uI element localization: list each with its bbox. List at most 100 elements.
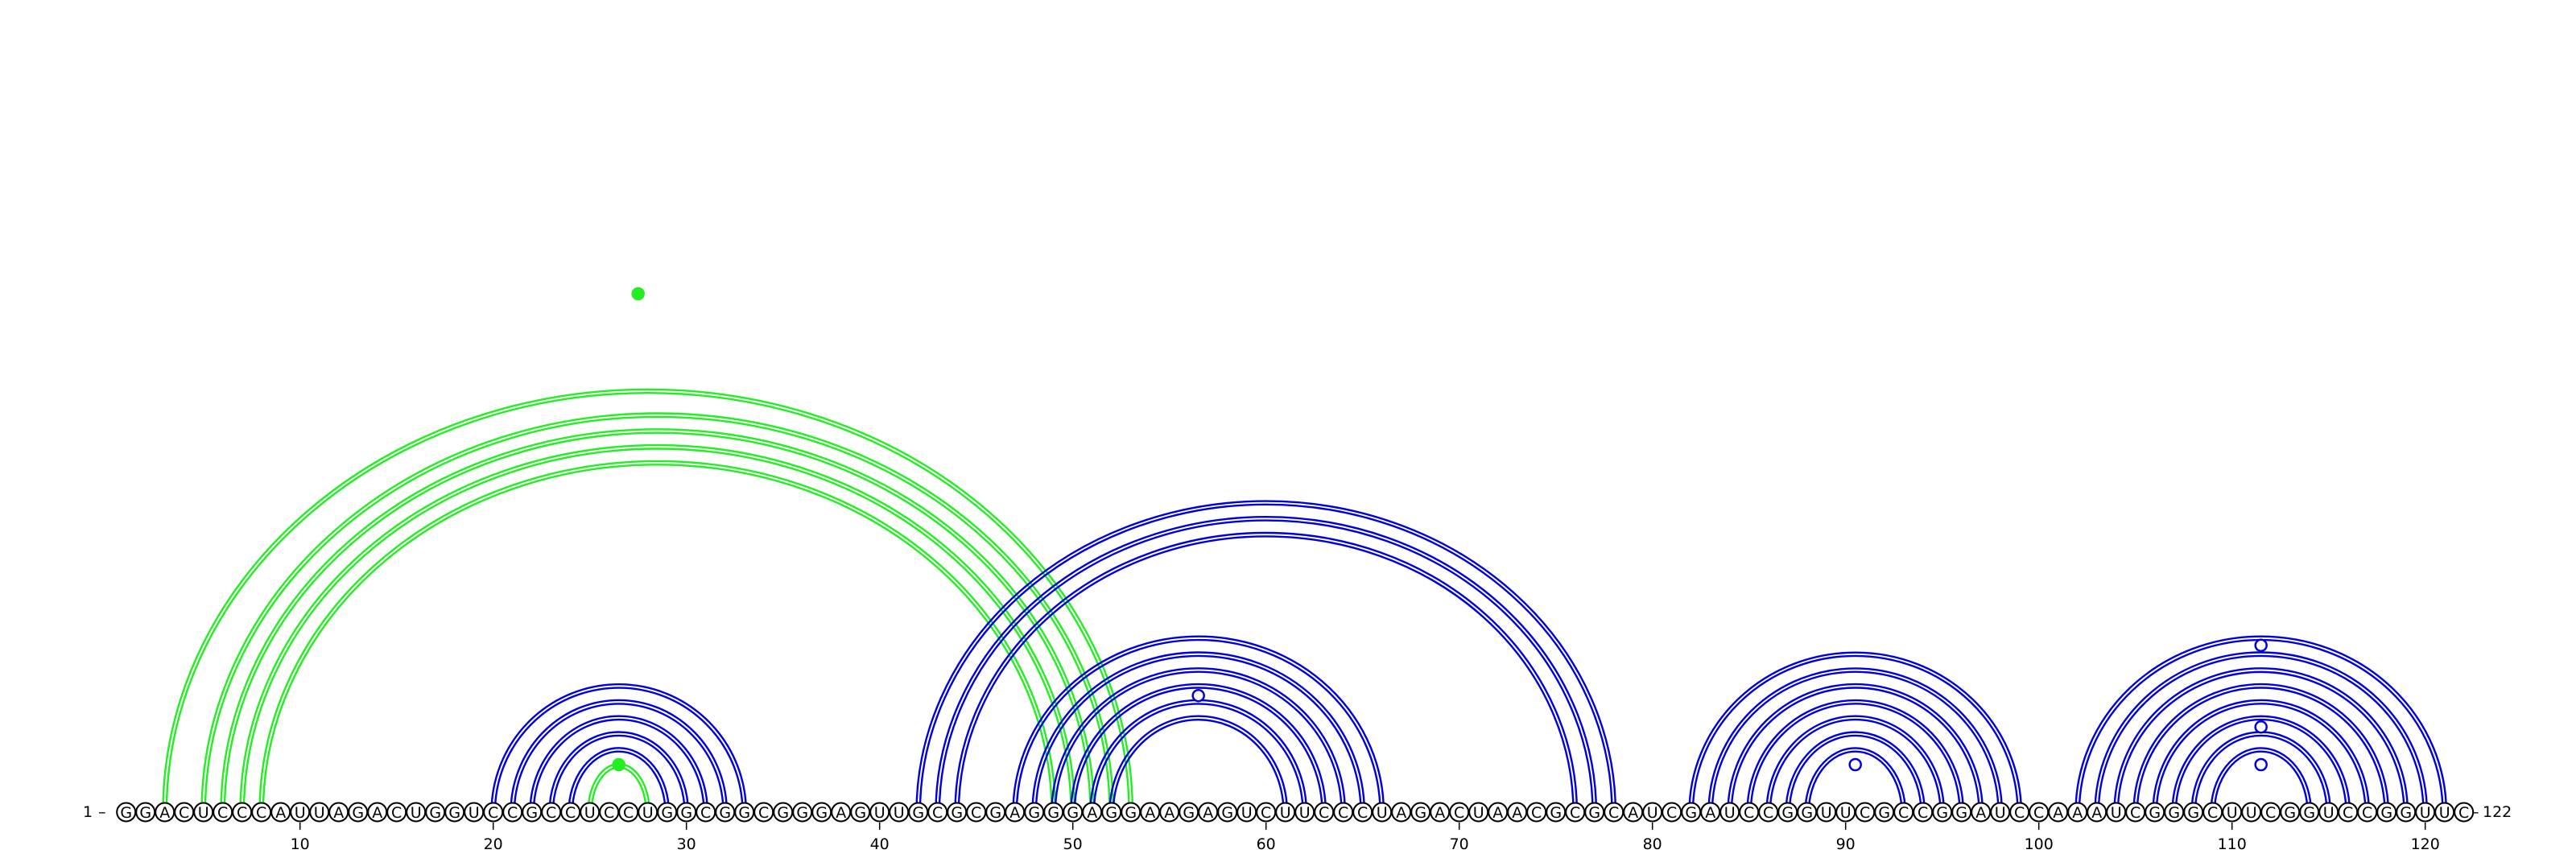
nucleotide-101: A xyxy=(2048,802,2069,823)
nucleotide-letter: A xyxy=(1087,804,1097,822)
tick-label-30: 30 xyxy=(677,835,696,853)
nucleotide-letter: U xyxy=(2111,804,2122,822)
nucleotide-letter: A xyxy=(1512,804,1522,822)
arc-helix4-pair3-line2 xyxy=(957,535,1575,813)
nucleotide-letter: C xyxy=(488,804,498,822)
nucleotide-97: A xyxy=(1971,802,1992,823)
nucleotide-letter: C xyxy=(700,804,711,822)
arc-helix5-pair4-line2 xyxy=(1073,687,1323,813)
nucleotide-letter: C xyxy=(971,804,981,822)
arc-helix2-pair4-line1 xyxy=(548,731,690,813)
loop-marker-4 xyxy=(1848,757,1862,772)
arc-helix4-pair2-line2 xyxy=(938,519,1594,813)
loop-marker-6 xyxy=(2254,720,2268,734)
arc-helix6-pair7-line1 xyxy=(1804,747,1907,813)
arc-helix7-pair8-line2 xyxy=(2213,750,2309,813)
position-ticks: 10 20 30 40 50 60 70 80 90 100 110 120 xyxy=(291,823,2440,853)
nucleotide-87: G xyxy=(1777,802,1798,823)
nucleotide-26: C xyxy=(599,802,620,823)
nucleotide-90: U xyxy=(1835,802,1856,823)
nucleotide-116: C xyxy=(2338,802,2359,823)
nucleotide-letter: C xyxy=(565,804,576,822)
nucleotide-letter: C xyxy=(2362,804,2372,822)
nucleotide-49: G xyxy=(1043,802,1064,823)
tick-label-50: 50 xyxy=(1063,835,1083,853)
nucleotide-11: U xyxy=(309,802,330,823)
nucleotide-67: A xyxy=(1391,802,1412,823)
arc-helix6-pair4-line2 xyxy=(1749,703,1961,813)
nucleotide-letter: A xyxy=(1492,804,1503,822)
nucleotide-letter: U xyxy=(1241,804,1253,822)
nucleotide-letter: C xyxy=(507,804,518,822)
nucleotide-85: C xyxy=(1739,802,1760,823)
arc-helix7-pair7-line2 xyxy=(2194,734,2328,813)
arc-helix4-pair2-line1 xyxy=(935,516,1598,813)
nucleotide-letter: C xyxy=(256,804,266,822)
nucleotide-letter: G xyxy=(448,804,460,822)
nucleotide-16: U xyxy=(406,802,427,823)
nucleotide-letter: C xyxy=(1898,804,1909,822)
arc-helix6-pair4-line1 xyxy=(1746,699,1965,813)
nucleotide-76: C xyxy=(1565,802,1586,823)
nucleotide-letter: U xyxy=(2227,804,2238,822)
nucleotide-114: G xyxy=(2299,802,2320,823)
arc-helix1-pair1-line1 xyxy=(162,388,1134,813)
loop-marker-5 xyxy=(2254,638,2268,653)
nucleotide-4: C xyxy=(174,802,195,823)
nucleotide-94: C xyxy=(1913,802,1934,823)
nucleotide-29: G xyxy=(657,802,678,823)
nucleotide-letter: C xyxy=(1570,804,1580,822)
nucleotide-letter: C xyxy=(932,804,943,822)
tick-label-90: 90 xyxy=(1836,835,1856,853)
nucleotide-letter: G xyxy=(661,804,673,822)
nucleotide-7: C xyxy=(232,802,253,823)
nucleotide-letter: U xyxy=(1724,804,1736,822)
arc-helix4-pair1-line1 xyxy=(915,500,1617,813)
nucleotide-letter: C xyxy=(1666,804,1677,822)
nucleotide-letter: C xyxy=(1763,804,1773,822)
nucleotide-38: A xyxy=(831,802,852,823)
nucleotide-58: G xyxy=(1217,802,1238,823)
nucleotide-letter: G xyxy=(989,804,1001,822)
nucleotide-86: C xyxy=(1758,802,1779,823)
nucleotide-96: G xyxy=(1951,802,1972,823)
nucleotide-91: C xyxy=(1855,802,1876,823)
nucleotide-letter: C xyxy=(604,804,614,822)
nucleotide-23: C xyxy=(541,802,562,823)
arc-helix1-pair3-line2 xyxy=(223,431,1092,813)
nucleotide-75: G xyxy=(1546,802,1567,823)
tick-label-40: 40 xyxy=(870,835,890,853)
nucleotide-100: C xyxy=(2029,802,2050,823)
nucleotide-92: G xyxy=(1874,802,1895,823)
nucleotide-82: G xyxy=(1681,802,1702,823)
nucleotide-119: G xyxy=(2396,802,2417,823)
nucleotide-42: G xyxy=(908,802,929,823)
nucleotide-letter: C xyxy=(179,804,189,822)
nucleotide-letter: U xyxy=(642,804,654,822)
arc-helix6-pair1-line1 xyxy=(1688,651,2023,813)
nucleotide-73: A xyxy=(1507,802,1528,823)
nucleotide-35: G xyxy=(773,802,794,823)
nucleotide-2: G xyxy=(135,802,156,823)
nucleotide-letter: C xyxy=(217,804,228,822)
arc-helix7-pair3-line2 xyxy=(2116,670,2405,813)
nucleotide-12: A xyxy=(328,802,349,823)
nucleotide-letter: G xyxy=(2380,804,2392,822)
arc-helix5-pair6-line1 xyxy=(1108,715,1289,813)
nucleotide-31: C xyxy=(696,802,716,823)
nucleotide-letter: U xyxy=(874,804,886,822)
tick-label-60: 60 xyxy=(1257,835,1276,853)
nucleotide-letter: U xyxy=(2420,804,2431,822)
nucleotide-120: U xyxy=(2415,802,2436,823)
nucleotide-72: A xyxy=(1488,802,1509,823)
tick-label-100: 100 xyxy=(2025,835,2054,853)
nucleotide-95: G xyxy=(1932,802,1953,823)
nucleotide-letter: U xyxy=(1473,804,1484,822)
nucleotide-8: C xyxy=(251,802,272,823)
nucleotide-letter: A xyxy=(159,804,170,822)
nucleotide-letter: C xyxy=(546,804,556,822)
arc-helix5-pair5-line2 xyxy=(1092,703,1304,813)
nucleotide-letter: G xyxy=(951,804,963,822)
nucleotide-46: G xyxy=(985,802,1006,823)
arc-helix2-pair5-line2 xyxy=(571,750,667,813)
